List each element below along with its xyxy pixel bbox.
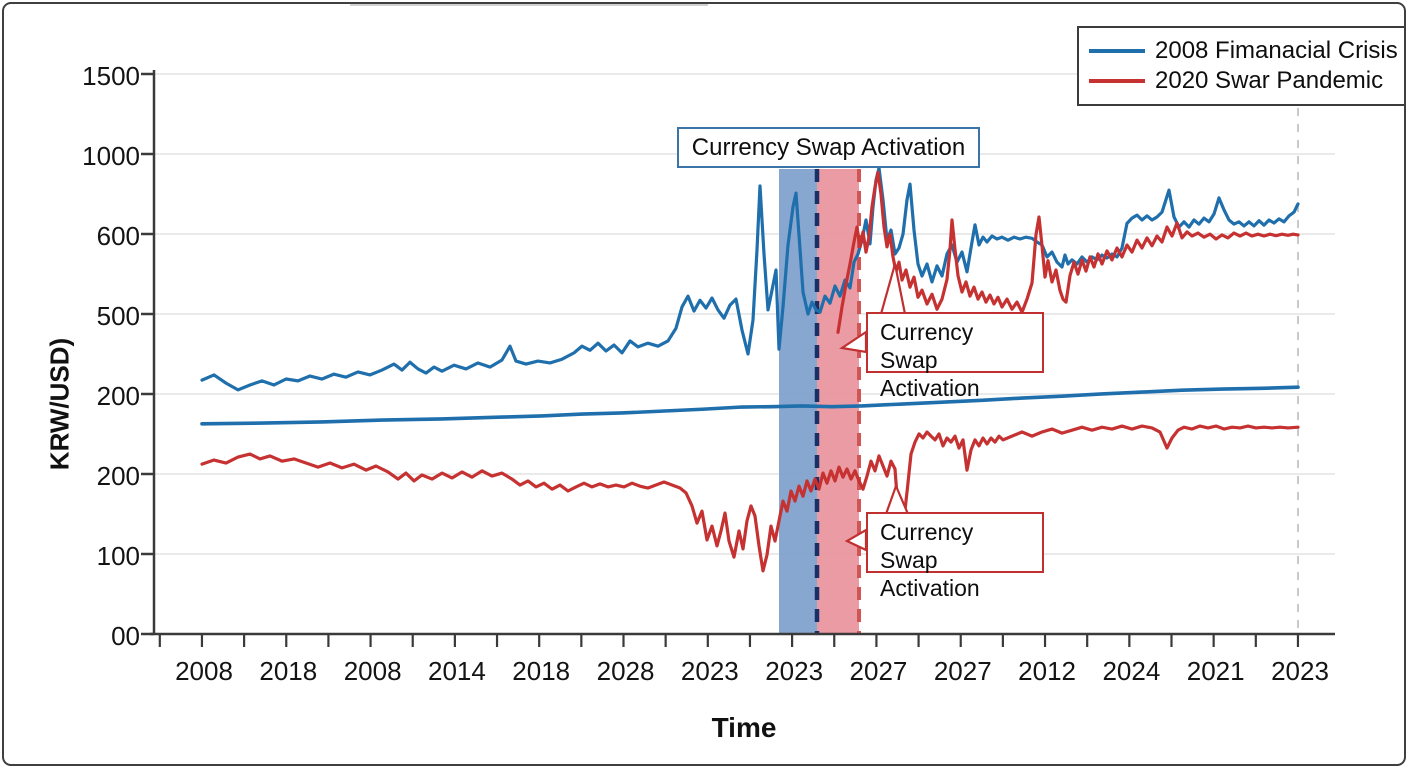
y-tick-label: 1000: [82, 141, 140, 171]
plot-canvas: [141, 70, 1335, 647]
legend-line-swatch-blue: [1089, 49, 1145, 53]
x-tick-label: 2018: [512, 656, 571, 686]
x-tick-label: 2018: [259, 656, 318, 686]
y-tick-label: 200: [96, 381, 140, 411]
x-axis-title: Time: [711, 712, 777, 743]
series-2008 Fimanacial Crisis: [200, 166, 1300, 392]
y-tick-label: 200: [96, 461, 140, 491]
y-tick-label: 600: [96, 221, 140, 251]
x-tick-label: 2023: [765, 656, 824, 686]
x-tick-label: 2023: [1271, 656, 1329, 686]
series-2020 Swar Pandemic: [200, 424, 1300, 573]
annotation-currency-swap-bottom: Currency Swap Activation: [866, 512, 1044, 601]
top-edge-artifact-line: [350, 4, 708, 6]
swap-band-2020: [817, 169, 859, 634]
legend-row-2020: 2020 Swar Pandemic: [1089, 66, 1398, 96]
legend-label-2020: 2020 Swar Pandemic: [1155, 67, 1384, 94]
legend: 2008 Fimanacial Crisis 2020 Swar Pandemi…: [1077, 26, 1404, 106]
x-tick-label: 2012: [1018, 656, 1076, 686]
x-tick-label: 2027: [933, 656, 992, 686]
x-tick-label: 2027: [849, 656, 908, 686]
x-tick-label: 2008: [175, 656, 233, 686]
x-tick-label: 2021: [1186, 656, 1245, 686]
x-tick-label: 2023: [680, 656, 739, 686]
x-tick-label: 2014: [428, 656, 486, 686]
annotation-currency-swap-top: Currency Swap Activation: [677, 127, 980, 168]
y-tick-label: 1500: [82, 61, 140, 91]
x-tick-label: 2008: [343, 656, 402, 686]
series-krw-trend-smooth: [200, 385, 1300, 426]
x-tick-label: 2024: [1102, 656, 1161, 686]
swap-band-2008: [779, 169, 817, 634]
legend-row-2008: 2008 Fimanacial Crisis: [1089, 36, 1398, 66]
x-tick-label: 2028: [596, 656, 655, 686]
annotation-currency-swap-mid: Currency Swap Activation: [866, 312, 1044, 401]
legend-label-2008: 2008 Fimanacial Crisis: [1155, 37, 1398, 64]
y-tick-label: 100: [96, 541, 140, 571]
y-tick-label: 00: [111, 621, 140, 651]
y-tick-label: 500: [96, 301, 140, 331]
legend-line-swatch-red: [1089, 79, 1145, 83]
